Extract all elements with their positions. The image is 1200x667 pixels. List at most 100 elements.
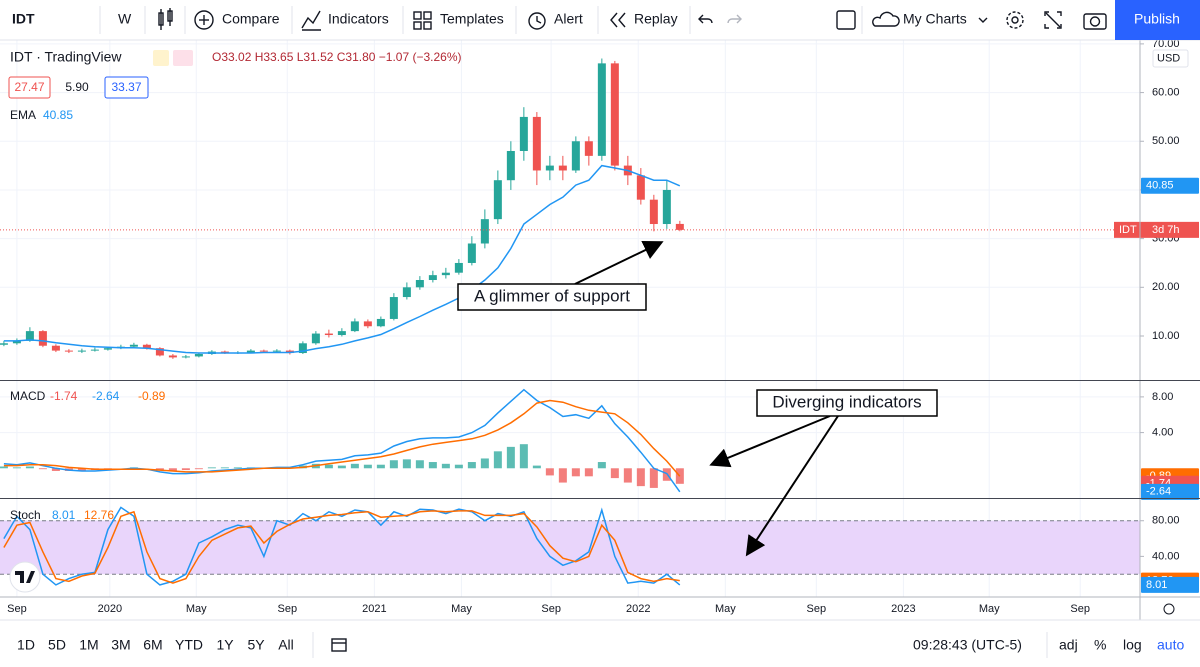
panes: 10.0020.0030.0040.0050.0060.0070.0040.85… bbox=[0, 38, 1200, 620]
settings-icon[interactable] bbox=[1006, 11, 1024, 29]
last-price-symbol: IDT bbox=[1119, 224, 1137, 236]
compare-icon[interactable] bbox=[194, 10, 214, 30]
histogram-bar bbox=[168, 468, 177, 471]
timeframe-button[interactable]: 6M bbox=[143, 637, 162, 653]
candle-body bbox=[259, 350, 268, 352]
candle-body bbox=[129, 344, 138, 347]
divergence-arrow-macd bbox=[709, 415, 831, 468]
auto-toggle[interactable]: auto bbox=[1157, 637, 1184, 653]
candle-body bbox=[389, 297, 398, 319]
candle-body bbox=[25, 331, 34, 341]
fullscreen-icon[interactable] bbox=[1044, 11, 1062, 29]
candle-body bbox=[662, 189, 671, 225]
symbol[interactable]: IDT bbox=[12, 11, 35, 27]
last-price-tag-bg bbox=[1114, 221, 1199, 238]
histogram-bar bbox=[25, 466, 34, 469]
legend-title: IDT · TradingView bbox=[10, 49, 122, 65]
x-tick-label: Sep bbox=[277, 603, 297, 615]
candle-body bbox=[350, 321, 359, 332]
histogram-bar bbox=[207, 467, 216, 469]
candle-body bbox=[467, 243, 476, 263]
interval[interactable]: W bbox=[118, 11, 132, 27]
y-tick-label: 20.00 bbox=[1152, 281, 1180, 293]
macd-label: MACD bbox=[10, 389, 46, 403]
bid-box[interactable] bbox=[8, 76, 51, 99]
chevron[interactable] bbox=[978, 17, 988, 23]
histogram-bar bbox=[545, 468, 554, 476]
alert-button[interactable]: Alert bbox=[554, 11, 583, 27]
histogram-bar bbox=[194, 468, 203, 470]
histogram-bar bbox=[428, 462, 437, 469]
cloud-icon[interactable] bbox=[872, 11, 900, 27]
flag-icon[interactable] bbox=[153, 50, 169, 66]
candle-body bbox=[0, 343, 8, 345]
candle-body bbox=[376, 318, 385, 327]
candle-body bbox=[532, 116, 541, 171]
bid[interactable]: 27.47 bbox=[14, 80, 44, 94]
adj-toggle[interactable]: adj bbox=[1059, 637, 1078, 653]
timeframe-button[interactable]: 3M bbox=[111, 637, 130, 653]
histogram-bar bbox=[584, 468, 593, 477]
publish-button[interactable] bbox=[1115, 0, 1200, 40]
candle-body bbox=[584, 141, 593, 156]
wave-icon[interactable] bbox=[173, 50, 193, 66]
candle-body bbox=[415, 280, 424, 288]
undo-icon[interactable] bbox=[698, 14, 713, 24]
redo-icon[interactable] bbox=[727, 14, 742, 24]
histogram-bar bbox=[337, 465, 346, 469]
candle-body bbox=[402, 287, 411, 298]
timeframe-button[interactable]: 5Y bbox=[247, 637, 265, 653]
templates-button[interactable]: Templates bbox=[440, 11, 504, 27]
histogram-bar bbox=[519, 444, 528, 469]
ask[interactable]: 33.37 bbox=[111, 80, 141, 94]
clock: 09:28:43 (UTC-5) bbox=[913, 637, 1022, 653]
candle-body bbox=[155, 348, 164, 356]
ask-box[interactable] bbox=[104, 76, 149, 99]
x-tick-label: 2021 bbox=[362, 603, 386, 615]
replay-button[interactable]: Replay bbox=[634, 11, 678, 27]
timeframe-button[interactable]: YTD bbox=[175, 637, 203, 653]
currency[interactable]: USD bbox=[1157, 52, 1180, 64]
layout-button[interactable] bbox=[836, 10, 856, 30]
timeframe-button[interactable]: 1M bbox=[79, 637, 98, 653]
my-charts[interactable]: My Charts bbox=[903, 11, 967, 27]
timeframe-button[interactable]: 5D bbox=[48, 637, 66, 653]
timeframe-button[interactable]: All bbox=[278, 637, 294, 653]
alert-icon[interactable] bbox=[528, 12, 546, 30]
indicators-icon[interactable] bbox=[301, 10, 321, 31]
log-toggle[interactable]: log bbox=[1123, 637, 1142, 653]
x-tick-label: 2020 bbox=[98, 603, 122, 615]
k-value: 8.01 bbox=[52, 508, 76, 522]
percent-toggle[interactable]: % bbox=[1094, 637, 1106, 653]
histogram-bar bbox=[38, 468, 47, 470]
x-tick-label: Sep bbox=[7, 603, 27, 615]
templates-icon[interactable] bbox=[413, 11, 432, 30]
timeframe-button[interactable]: 1Y bbox=[216, 637, 234, 653]
publish-label[interactable]: Publish bbox=[1134, 11, 1180, 27]
hist-value: -1.74 bbox=[50, 389, 78, 403]
indicators-button[interactable]: Indicators bbox=[328, 11, 389, 27]
candle-body bbox=[298, 343, 307, 354]
separators bbox=[99, 6, 863, 34]
candle-icon[interactable] bbox=[158, 8, 173, 30]
pane bbox=[0, 499, 1140, 597]
histogram-bar bbox=[454, 464, 463, 469]
currency-box[interactable] bbox=[1152, 49, 1189, 68]
axis-settings[interactable] bbox=[1163, 603, 1175, 615]
date-range-icon[interactable] bbox=[331, 638, 347, 652]
candle-body bbox=[597, 63, 606, 156]
ema-tag-bg bbox=[1141, 177, 1199, 194]
signal-value: -0.89 bbox=[138, 389, 166, 403]
annotations: A glimmer of support Diverging indicator… bbox=[457, 240, 938, 557]
candle-body bbox=[272, 350, 281, 352]
snapshot-icon[interactable] bbox=[1083, 13, 1107, 30]
timeframe-button[interactable]: 1D bbox=[17, 637, 35, 653]
compare-button[interactable]: Compare bbox=[222, 11, 280, 27]
support-text: A glimmer of support bbox=[474, 286, 630, 305]
x-tick-label: Sep bbox=[541, 603, 561, 615]
replay-icon[interactable] bbox=[610, 12, 626, 28]
histogram-bar bbox=[480, 458, 489, 469]
countdown: 3d 7h bbox=[1152, 224, 1180, 236]
signal-line bbox=[3, 399, 681, 477]
